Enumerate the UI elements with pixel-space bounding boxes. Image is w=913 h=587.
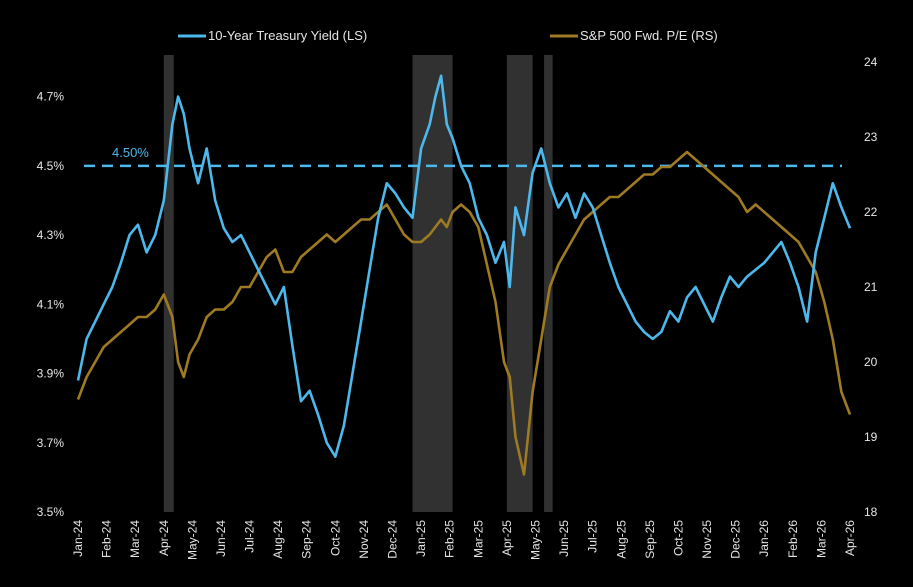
x-axis-ticks: Jan-24 Feb-24 Mar-24 Apr-24 May-24 Jun-24 Jul-… [71, 520, 857, 560]
x-tick-label: Jul-25 [586, 520, 600, 553]
x-tick-label: Apr-26 [843, 520, 857, 556]
x-tick-label: Oct-24 [328, 520, 342, 556]
left-tick-label: 4.1% [37, 297, 65, 311]
left-tick-label: 4.5% [37, 159, 65, 173]
legend: 10-Year Treasury Yield (LS) S&P 500 Fwd. … [178, 28, 718, 43]
right-tick-label: 18 [864, 505, 878, 519]
x-tick-label: Jan-26 [757, 520, 771, 557]
right-tick-label: 22 [864, 205, 878, 219]
x-tick-label: Jun-25 [557, 520, 571, 557]
x-tick-label: Dec-24 [386, 520, 400, 559]
x-tick-label: Jun-24 [214, 520, 228, 557]
left-tick-label: 4.3% [37, 228, 65, 242]
x-tick-label: Mar-26 [814, 520, 828, 558]
x-tick-label: Sep-24 [300, 520, 314, 559]
x-tick-label: Jan-25 [414, 520, 428, 557]
pe-ratio-line [76, 150, 852, 476]
x-tick-label: Dec-25 [729, 520, 743, 559]
series-lines [76, 74, 852, 476]
x-tick-label: Nov-24 [357, 520, 371, 559]
shaded-period-1 [412, 55, 453, 512]
left-tick-label: 3.9% [37, 367, 65, 381]
x-tick-label: Mar-24 [128, 520, 142, 558]
shaded-period-0 [163, 55, 174, 512]
x-tick-label: Feb-25 [443, 520, 457, 558]
x-tick-label: Apr-24 [157, 520, 171, 556]
right-tick-label: 19 [864, 430, 878, 444]
shaded-period-3 [544, 55, 553, 512]
right-axis-ticks: 18 19 20 21 22 23 24 [864, 55, 878, 519]
x-tick-label: Mar-25 [471, 520, 485, 558]
left-tick-label: 3.7% [37, 436, 65, 450]
right-tick-label: 20 [864, 355, 878, 369]
x-tick-label: Feb-26 [786, 520, 800, 558]
left-tick-label: 3.5% [37, 505, 65, 519]
threshold-label: 4.50% [112, 145, 149, 160]
x-tick-label: Apr-25 [500, 520, 514, 556]
x-tick-label: Aug-24 [271, 520, 285, 559]
treasury-yield-line [76, 74, 852, 458]
legend-pe-ratio-label: S&P 500 Fwd. P/E (RS) [580, 28, 718, 43]
x-tick-label: Feb-24 [100, 520, 114, 558]
x-tick-label: Jan-24 [71, 520, 85, 557]
left-tick-label: 4.7% [37, 90, 65, 104]
legend-treasury-yield-label: 10-Year Treasury Yield (LS) [208, 28, 367, 43]
left-axis-ticks: 3.5% 3.7% 3.9% 4.1% 4.3% 4.5% 4.7% [37, 90, 65, 519]
x-tick-label: Aug-25 [614, 520, 628, 559]
x-tick-label: Oct-25 [671, 520, 685, 556]
x-tick-label: May-25 [528, 520, 542, 560]
x-tick-label: Jul-24 [243, 520, 257, 553]
x-tick-label: Sep-25 [643, 520, 657, 559]
right-tick-label: 23 [864, 130, 878, 144]
x-tick-label: May-24 [185, 520, 199, 560]
x-tick-label: Nov-25 [700, 520, 714, 559]
right-tick-label: 21 [864, 280, 878, 294]
right-tick-label: 24 [864, 55, 878, 69]
